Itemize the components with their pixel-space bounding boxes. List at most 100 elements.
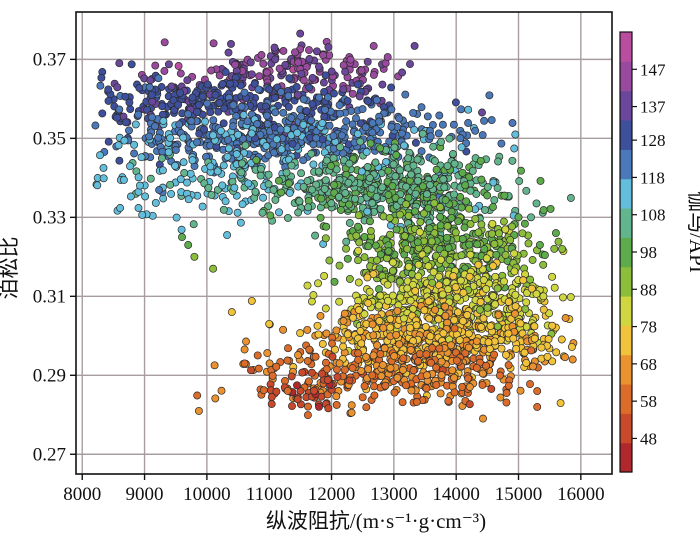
data-point — [357, 167, 366, 176]
data-point — [428, 278, 437, 287]
data-point — [272, 135, 281, 144]
data-point — [520, 348, 529, 357]
data-point — [450, 159, 459, 168]
data-point — [404, 262, 413, 271]
data-point — [477, 323, 486, 331]
data-point — [256, 171, 265, 180]
data-point — [310, 386, 318, 395]
data-point — [492, 250, 501, 259]
data-point — [440, 183, 449, 192]
data-point — [164, 60, 173, 69]
data-point — [114, 141, 123, 150]
data-point — [458, 382, 467, 391]
data-point — [294, 208, 303, 217]
data-point — [500, 191, 509, 200]
x-tick-label: 10000 — [183, 484, 231, 505]
data-point — [354, 256, 362, 265]
data-point — [288, 139, 297, 148]
data-point — [464, 119, 473, 127]
data-point — [159, 117, 168, 125]
data-point — [277, 88, 286, 96]
data-point — [137, 153, 146, 162]
data-point — [135, 181, 144, 190]
data-point — [148, 113, 156, 122]
data-point — [451, 283, 460, 292]
data-point — [372, 96, 381, 105]
data-point — [282, 168, 291, 177]
data-point — [436, 255, 445, 264]
data-point — [151, 198, 160, 207]
data-point — [210, 361, 219, 370]
data-point — [151, 122, 159, 131]
data-point — [484, 338, 493, 347]
data-point — [134, 173, 143, 182]
data-point — [335, 261, 344, 270]
data-point — [329, 144, 338, 153]
data-point — [324, 43, 333, 52]
data-point — [236, 218, 245, 227]
data-point — [340, 365, 349, 374]
data-point — [501, 225, 510, 234]
data-point — [255, 72, 264, 81]
data-point — [311, 231, 320, 240]
data-point — [343, 254, 352, 263]
data-point — [432, 363, 440, 372]
plot-frame — [75, 11, 613, 475]
data-point — [430, 199, 439, 208]
data-point — [370, 391, 379, 400]
data-point — [456, 134, 465, 143]
data-point — [319, 78, 328, 87]
data-point — [491, 300, 500, 309]
data-point — [332, 400, 341, 409]
data-point — [423, 112, 432, 121]
data-point — [342, 117, 351, 126]
data-point — [485, 91, 494, 100]
data-point — [305, 46, 313, 55]
data-point — [504, 297, 513, 306]
data-point — [532, 199, 541, 208]
data-point — [398, 398, 407, 407]
data-point — [485, 344, 494, 353]
colorbar-segment — [620, 120, 632, 150]
data-point — [384, 296, 392, 305]
data-point — [164, 148, 173, 157]
x-tick-label: 14000 — [432, 484, 480, 505]
data-point — [457, 105, 466, 114]
data-point — [395, 114, 404, 123]
data-point — [411, 189, 420, 198]
data-point — [457, 143, 466, 152]
colorbar-segment — [620, 296, 632, 326]
data-point — [295, 197, 304, 206]
data-point — [268, 371, 277, 380]
data-point — [519, 276, 528, 285]
data-point — [209, 264, 218, 273]
data-point — [174, 62, 183, 70]
data-point — [388, 291, 397, 300]
data-point — [395, 277, 404, 286]
data-point — [247, 129, 256, 138]
data-point — [284, 102, 293, 111]
data-point — [303, 177, 312, 185]
data-point — [476, 156, 485, 165]
data-point — [294, 58, 303, 67]
data-point — [404, 211, 413, 220]
colorbar-segment — [620, 266, 632, 297]
data-point — [521, 305, 530, 314]
data-point — [423, 190, 431, 199]
data-point — [291, 48, 299, 57]
scatter-points — [91, 29, 578, 423]
data-point — [390, 388, 399, 397]
data-point — [392, 225, 401, 234]
data-point — [439, 329, 448, 338]
data-point — [479, 414, 487, 423]
data-point — [437, 137, 445, 146]
data-point — [237, 168, 246, 177]
data-point — [448, 366, 457, 375]
data-point — [297, 169, 306, 178]
data-point — [265, 85, 274, 94]
data-point — [417, 103, 426, 112]
data-point — [264, 170, 273, 179]
data-point — [316, 213, 325, 222]
data-point — [493, 284, 502, 293]
data-point — [184, 110, 192, 119]
